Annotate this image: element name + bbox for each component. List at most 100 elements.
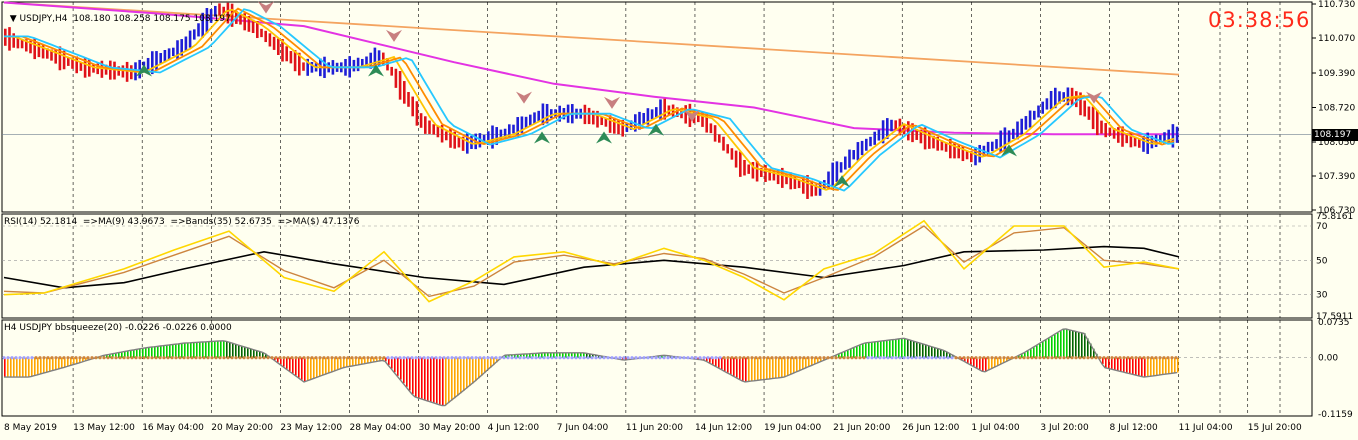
squeeze-bar bbox=[970, 357, 972, 365]
squeeze-bar bbox=[1048, 338, 1050, 358]
buy-arrow bbox=[1001, 144, 1017, 157]
squeeze-dot bbox=[722, 356, 726, 360]
y-tick-label: 108.050 bbox=[1318, 138, 1355, 148]
price-bar bbox=[877, 129, 881, 141]
squeeze-dot bbox=[1066, 356, 1070, 360]
squeeze-bar bbox=[592, 354, 594, 358]
squeeze-dot bbox=[374, 356, 378, 360]
squeeze-dot bbox=[278, 356, 282, 360]
squeeze-bar bbox=[1138, 357, 1140, 376]
squeeze-dot bbox=[358, 356, 362, 360]
price-bar bbox=[986, 141, 990, 156]
squeeze-dot bbox=[30, 356, 34, 360]
price-bar bbox=[310, 62, 314, 73]
sell-arrow bbox=[684, 109, 700, 122]
squeeze-bar bbox=[214, 341, 216, 358]
squeeze-dot bbox=[1134, 356, 1138, 360]
x-tick-label: 26 Jun 12:00 bbox=[902, 423, 959, 433]
squeeze-bar bbox=[751, 357, 753, 382]
price-bar bbox=[1037, 105, 1040, 118]
squeeze-bar bbox=[820, 357, 822, 362]
squeeze-dot bbox=[266, 356, 270, 360]
squeeze-bar bbox=[559, 352, 561, 358]
chart-menu-icon[interactable]: ▼ bbox=[9, 14, 17, 24]
squeeze-bar bbox=[40, 357, 42, 375]
squeeze-dot bbox=[282, 356, 286, 360]
squeeze-dot bbox=[866, 356, 870, 360]
price-bar bbox=[394, 68, 398, 88]
price-bar bbox=[659, 99, 662, 121]
squeeze-bar bbox=[1051, 336, 1053, 358]
price-bar bbox=[188, 30, 192, 48]
squeeze-bar bbox=[109, 354, 111, 358]
squeeze-dot bbox=[1070, 356, 1074, 360]
y-tick-label: 109.390 bbox=[1318, 69, 1355, 79]
price-bar bbox=[428, 120, 431, 134]
squeeze-bar bbox=[814, 357, 816, 365]
squeeze-bar bbox=[226, 341, 228, 358]
price-bar bbox=[978, 144, 981, 163]
price-bar bbox=[516, 117, 519, 137]
squeeze-bar bbox=[526, 353, 528, 358]
squeeze-dot bbox=[166, 356, 170, 360]
squeeze-dot bbox=[1170, 356, 1174, 360]
price-bar bbox=[638, 111, 641, 130]
squeeze-bar bbox=[799, 357, 801, 371]
squeeze-dot bbox=[38, 356, 42, 360]
squeeze-bar bbox=[376, 357, 378, 362]
squeeze-bar bbox=[238, 344, 240, 358]
squeeze-dot bbox=[994, 356, 998, 360]
squeeze-bar bbox=[1108, 357, 1110, 369]
squeeze-dot bbox=[354, 356, 358, 360]
squeeze-dot bbox=[174, 356, 178, 360]
squeeze-bar bbox=[328, 357, 330, 374]
squeeze-bar bbox=[124, 351, 126, 358]
price-bar bbox=[382, 52, 385, 66]
squeeze-bar bbox=[583, 352, 585, 358]
squeeze-bar bbox=[523, 354, 525, 358]
squeeze-bar bbox=[625, 357, 627, 361]
squeeze-dot bbox=[674, 356, 678, 360]
price-bar bbox=[197, 23, 200, 37]
squeeze-bar bbox=[862, 343, 864, 358]
squeeze-bar bbox=[532, 353, 534, 358]
x-tick-label: 8 Jul 12:00 bbox=[1110, 423, 1159, 433]
price-bar bbox=[1016, 121, 1019, 140]
squeeze-dot bbox=[782, 356, 786, 360]
squeeze-bar bbox=[1081, 332, 1083, 358]
squeeze-bar bbox=[193, 342, 195, 358]
squeeze-dot bbox=[666, 356, 670, 360]
squeeze-dot bbox=[262, 356, 266, 360]
squeeze-dot bbox=[698, 356, 702, 360]
squeeze-dot bbox=[402, 356, 406, 360]
squeeze-bar bbox=[61, 357, 63, 369]
price-bar bbox=[646, 108, 650, 125]
buy-arrow bbox=[136, 64, 152, 77]
squeeze-dot bbox=[478, 356, 482, 360]
squeeze-bar bbox=[901, 338, 903, 358]
price-bar bbox=[1024, 116, 1028, 130]
squeeze-dot bbox=[642, 356, 646, 360]
squeeze-dot bbox=[902, 356, 906, 360]
squeeze-dot bbox=[154, 356, 158, 360]
squeeze-bar bbox=[910, 340, 912, 358]
squeeze-bar bbox=[373, 357, 375, 363]
squeeze-bar bbox=[793, 357, 795, 374]
squeeze-dot bbox=[814, 356, 818, 360]
price-bar bbox=[751, 161, 755, 179]
price-bar bbox=[844, 156, 847, 170]
squeeze-bar bbox=[403, 357, 405, 384]
price-bar bbox=[1108, 127, 1112, 136]
squeeze-dot bbox=[810, 356, 814, 360]
squeeze-bar bbox=[1156, 357, 1158, 376]
squeeze-bar bbox=[1024, 352, 1026, 358]
squeeze-bar bbox=[784, 357, 786, 378]
squeeze-bar bbox=[742, 357, 744, 381]
squeeze-dot bbox=[1142, 356, 1146, 360]
squeeze-bar bbox=[43, 357, 45, 374]
squeeze-bar bbox=[1123, 357, 1125, 373]
price-bar bbox=[852, 150, 855, 160]
squeeze-bar bbox=[550, 352, 552, 358]
squeeze-bar bbox=[661, 355, 663, 358]
price-bar bbox=[176, 40, 179, 60]
